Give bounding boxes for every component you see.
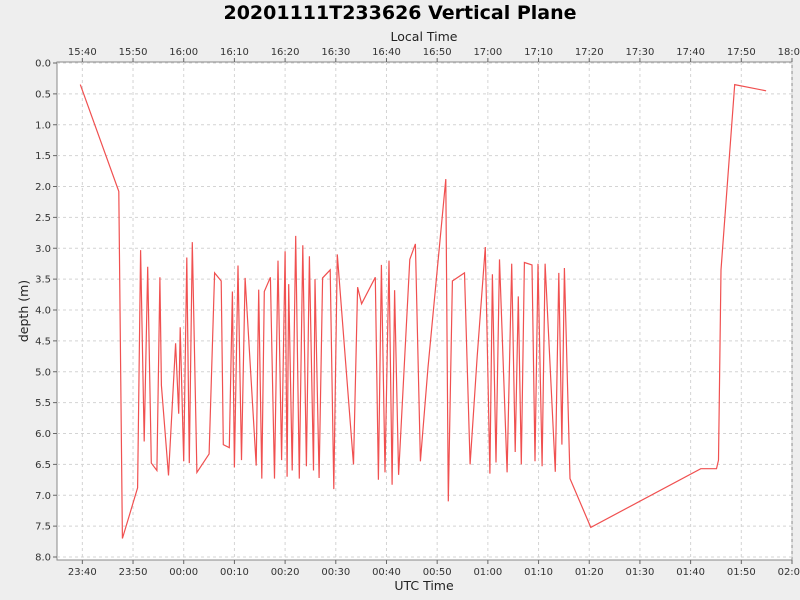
y-tick-label: 7.0 [35,491,51,502]
y-tick-label: 5.5 [35,398,51,409]
axes: 0.0 0.5 1.0 1.5 2.0 2.5 3.0 3.5 4.0 4.5 5.0 5.5 6.0 6… [35,47,800,578]
y-tick-label: 1.5 [35,151,51,162]
y-axis-label: depth (m) [16,280,31,342]
y-tick-label: 4.0 [35,306,51,317]
x-tick-label-local: 15:50 [119,47,148,58]
x-axis-label: UTC Time [394,578,454,593]
x-tick-label-local: 16:40 [372,47,401,58]
grid [57,62,793,560]
x-tick-label-local: 17:00 [473,47,502,58]
x-tick-label-utc: 23:40 [68,567,97,578]
y-tick-label: 3.0 [35,244,51,255]
x-tick-label-local: 16:30 [321,47,350,58]
x-tick-label-local: 16:20 [271,47,300,58]
x-tick-label-utc: 01:40 [676,567,705,578]
x-tick-label-local: 16:00 [169,47,198,58]
x-tick-label-utc: 00:30 [321,567,350,578]
x-tick-label-utc: 02:00 [778,567,800,578]
x-tick-label-local: 17:40 [676,47,705,58]
depth-series-line [79,83,767,539]
y-tick-label: 1.0 [35,120,51,131]
x-tick-label-local: 17:20 [575,47,604,58]
y-tick-label: 5.0 [35,367,51,378]
series-layer [79,83,767,539]
y-tick-label: 3.5 [35,275,51,286]
x-tick-label-utc: 00:20 [271,567,300,578]
x-tick-label-local: 15:40 [68,47,97,58]
y-tick-label: 7.5 [35,522,51,533]
x-tick-label-local: 16:10 [220,47,249,58]
x-tick-label-local: 18:00 [778,47,800,58]
plot-area [56,61,793,561]
x-tick-label-utc: 00:00 [169,567,198,578]
x2-axis-label: Local Time [391,29,458,44]
x-tick-label-utc: 00:10 [220,567,249,578]
x-tick-label-utc: 01:10 [524,567,553,578]
y-tick-label: 6.5 [35,460,51,471]
x-tick-label-local: 17:10 [524,47,553,58]
y-tick-label: 4.5 [35,336,51,347]
x-tick-label-utc: 01:00 [473,567,502,578]
y-tick-label: 2.0 [35,182,51,193]
y-tick-label: 8.0 [35,553,51,564]
chart-title: 20201111T233626 Vertical Plane [223,2,576,24]
y-tick-label: 6.0 [35,429,51,440]
x-tick-label-utc: 01:50 [727,567,756,578]
y-tick-label: 0.0 [35,59,51,70]
x-tick-label-local: 17:30 [626,47,655,58]
y-tick-label: 2.5 [35,213,51,224]
x-tick-label-local: 16:50 [423,47,452,58]
x-tick-label-utc: 23:50 [119,567,148,578]
x-tick-label-utc: 01:20 [575,567,604,578]
x-tick-label-utc: 01:30 [626,567,655,578]
x-tick-label-utc: 00:40 [372,567,401,578]
x-tick-label-utc: 00:50 [423,567,452,578]
y-tick-label: 0.5 [35,89,51,100]
x-tick-label-local: 17:50 [727,47,756,58]
